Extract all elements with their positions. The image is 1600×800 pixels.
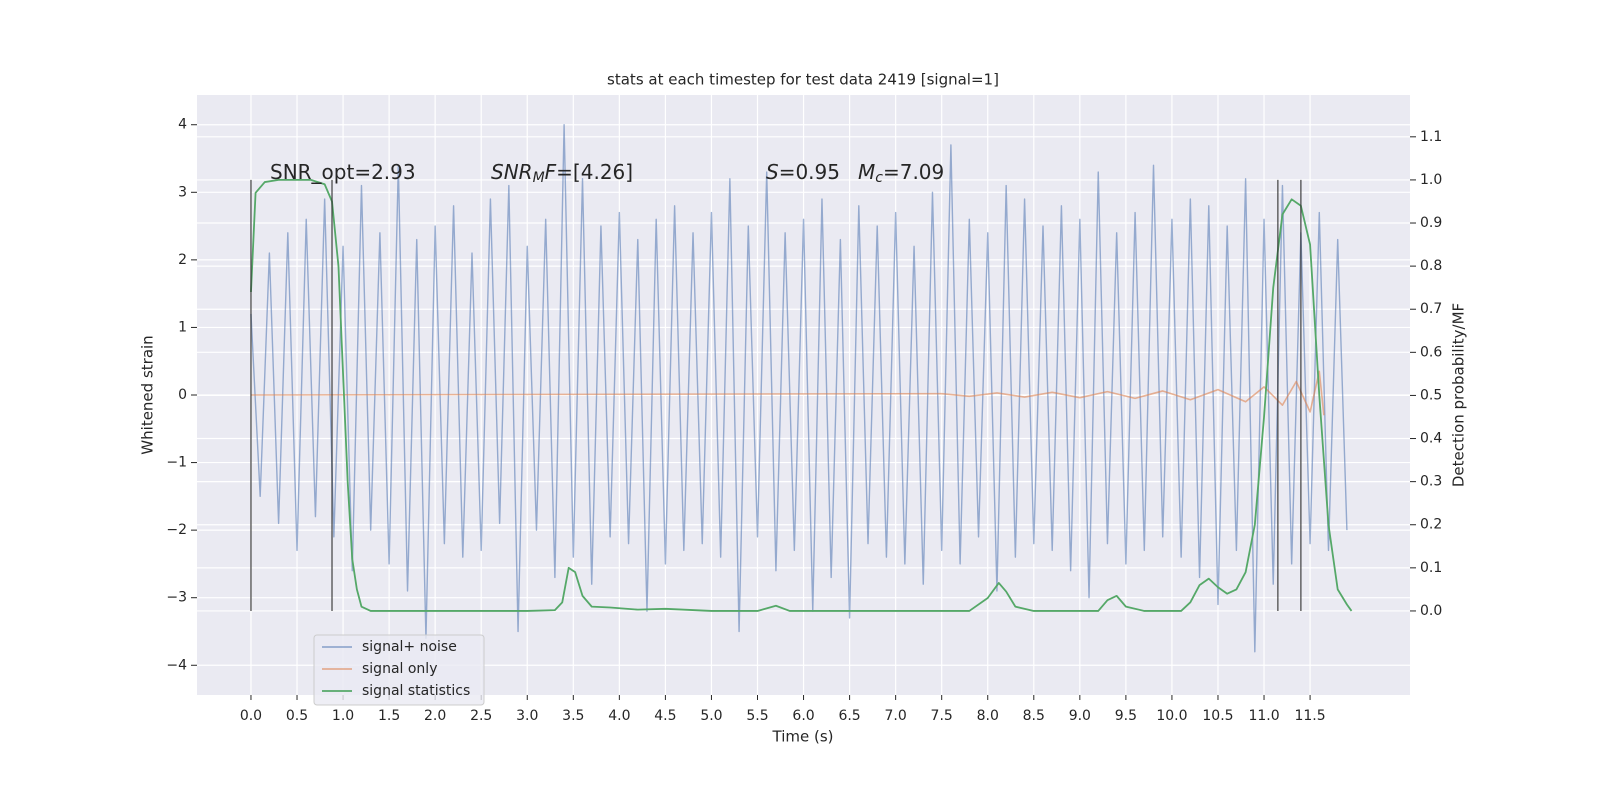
x-tick-label: 1.0	[332, 708, 354, 724]
series-line	[250, 370, 1325, 416]
x-tick-label: 9.5	[1115, 708, 1137, 724]
y2-tick-label: 0.3	[1420, 474, 1442, 490]
y-tick-label: 0	[178, 387, 187, 403]
legend-box	[313, 634, 485, 706]
x-tick-label: 2.5	[470, 708, 492, 724]
y-tick-label: 1	[178, 319, 187, 335]
x-tick-label: 5.0	[700, 708, 722, 724]
x-tick-label: 4.5	[654, 708, 676, 724]
x-tick-label: 8.0	[977, 708, 999, 724]
y-tick-label: −3	[166, 590, 187, 606]
x-tick-label: 6.5	[838, 708, 860, 724]
series-line	[250, 124, 1348, 653]
y2-tick-label: 0.4	[1420, 431, 1442, 447]
y-tick-label: 3	[178, 184, 187, 200]
x-tick-label: 7.5	[931, 708, 953, 724]
x-tick-label: 10.5	[1202, 708, 1233, 724]
chart-title: stats at each timestep for test data 241…	[607, 71, 999, 89]
x-tick-label: 7.0	[885, 708, 907, 724]
y-tick-label: −4	[166, 657, 187, 673]
y2-tick-label: 1.0	[1420, 172, 1442, 188]
annotation-part: M	[533, 170, 545, 186]
legend-label: signal+ noise	[362, 639, 457, 655]
x-tick-label: 4.0	[608, 708, 630, 724]
y2-axis-label: Detection probability/MF	[1450, 303, 1468, 487]
x-tick-label: 3.0	[516, 708, 538, 724]
x-tick-label: 0.5	[286, 708, 308, 724]
legend-label: signal statistics	[362, 683, 470, 699]
y2-tick-label: 0.2	[1420, 517, 1442, 533]
x-tick-label: 1.5	[378, 708, 400, 724]
annotation: S=0.95	[766, 160, 840, 184]
y2-tick-label: 0.8	[1420, 258, 1442, 274]
x-tick-label: 9.0	[1069, 708, 1091, 724]
annotation-part: c	[875, 170, 883, 186]
annotation: SNR_opt=2.93	[270, 160, 416, 184]
x-tick-label: 10.0	[1156, 708, 1187, 724]
y2-tick-label: 0.0	[1420, 603, 1442, 619]
x-axis-label: Time (s)	[772, 728, 834, 746]
annotation-part: M	[858, 160, 875, 184]
annotation: SNRMF=[4.26]	[491, 160, 633, 187]
x-tick-label: 8.5	[1023, 708, 1045, 724]
x-tick-label: 0.0	[240, 708, 262, 724]
y-tick-label: −2	[166, 522, 187, 538]
annotation: Mc=7.09	[858, 160, 944, 187]
y2-tick-label: 0.5	[1420, 387, 1442, 403]
y-tick-label: 2	[178, 252, 187, 268]
y2-tick-label: 1.1	[1420, 129, 1442, 145]
legend-label: signal only	[362, 661, 437, 677]
annotation-part: =7.09	[883, 160, 944, 184]
y-tick-label: −1	[166, 455, 187, 471]
x-tick-label: 2.0	[424, 708, 446, 724]
annotation-part: =0.95	[779, 160, 840, 184]
series-line	[250, 179, 1353, 612]
x-tick-label: 11.0	[1248, 708, 1279, 724]
y2-tick-label: 0.6	[1420, 344, 1442, 360]
y2-tick-label: 0.7	[1420, 301, 1442, 317]
y2-tick-label: 0.9	[1420, 215, 1442, 231]
x-tick-label: 11.5	[1294, 708, 1325, 724]
annotation-part: =[4.26]	[556, 160, 633, 184]
y2-tick-label: 0.1	[1420, 560, 1442, 576]
y-axis-label: Whitened strain	[139, 335, 157, 454]
x-tick-label: 6.0	[792, 708, 814, 724]
annotation-part: F	[545, 160, 557, 184]
annotation-part: S	[766, 160, 779, 184]
annotation-part: SNR	[491, 160, 533, 184]
x-tick-label: 5.5	[746, 708, 768, 724]
x-tick-label: 3.5	[562, 708, 584, 724]
annotation-part: SNR_opt=2.93	[270, 160, 416, 184]
y-tick-label: 4	[178, 117, 187, 133]
